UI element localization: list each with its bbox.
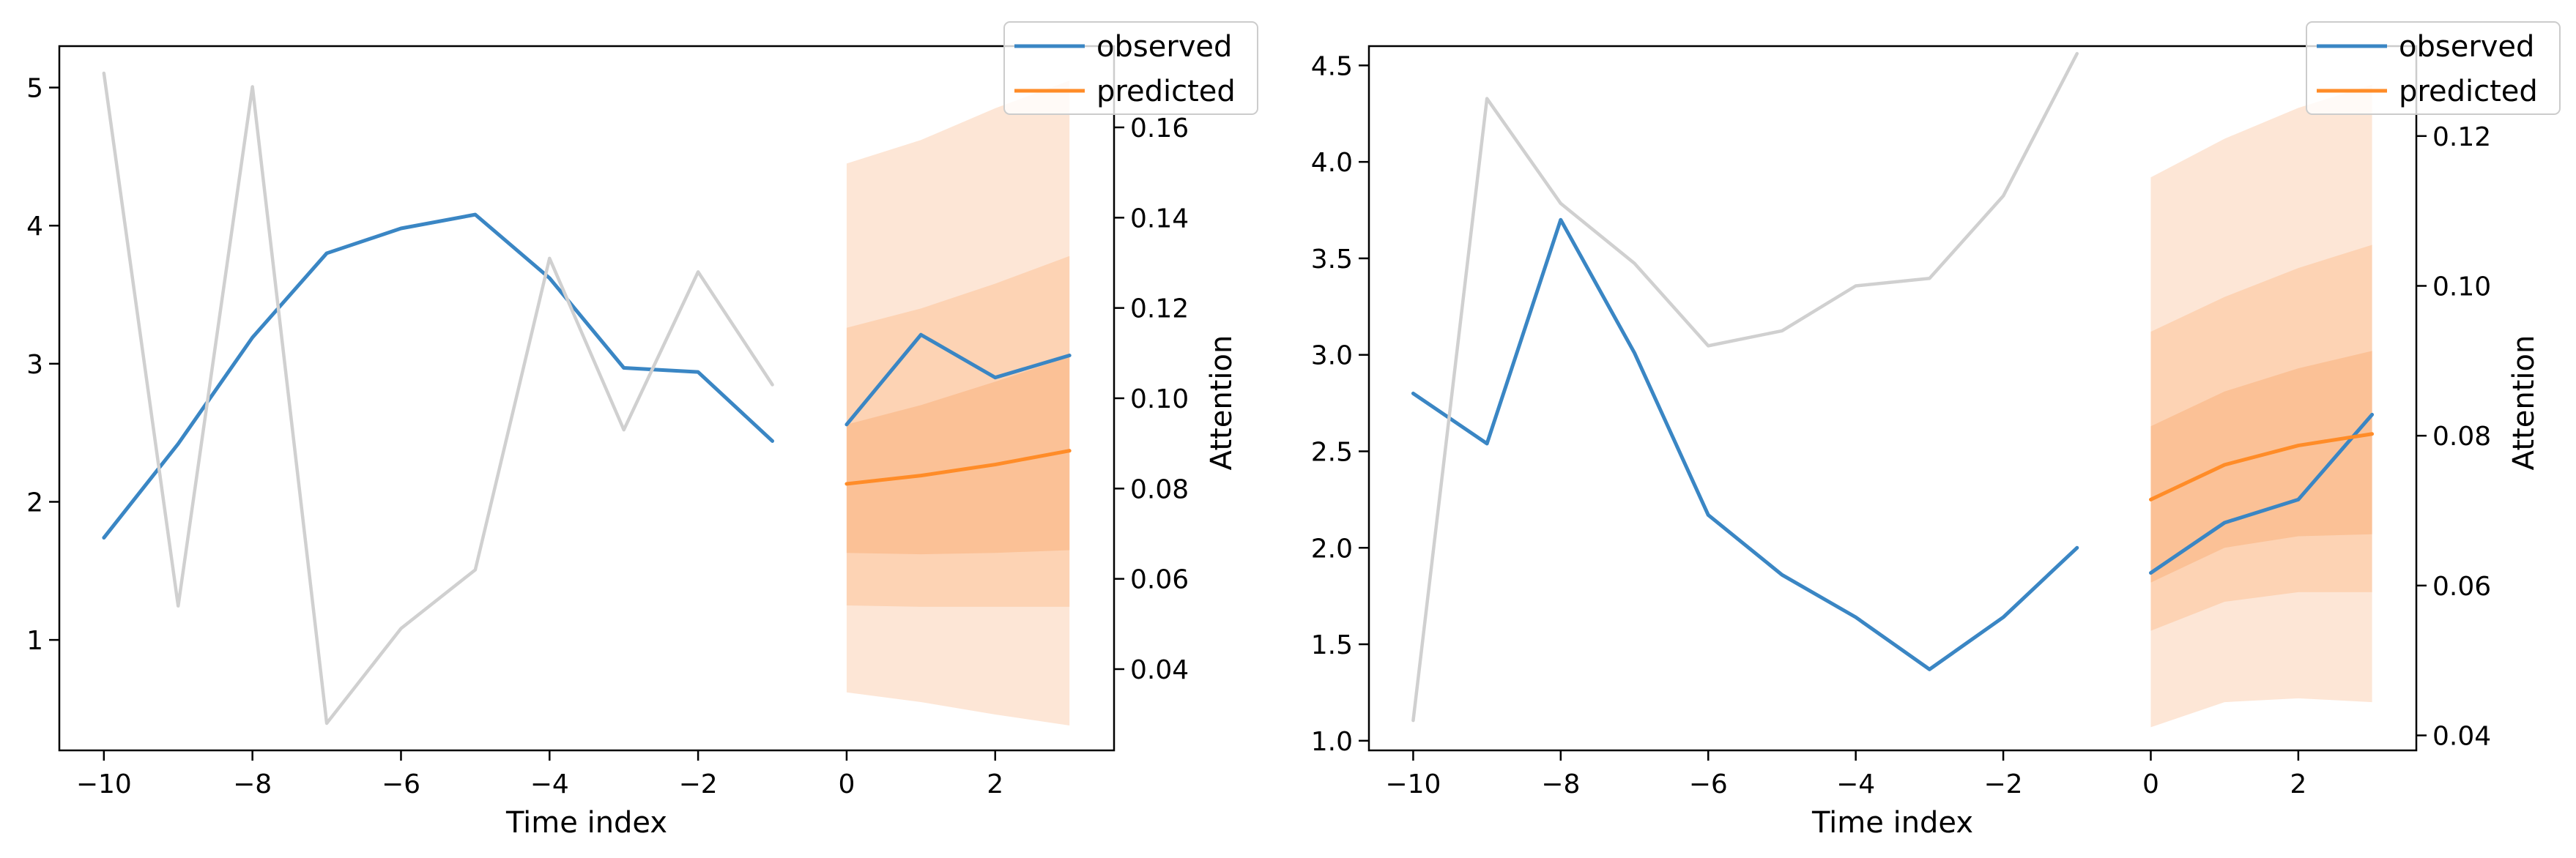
y-right-tick-label: 0.12 xyxy=(2432,122,2491,152)
x-tick-label: −10 xyxy=(76,769,132,799)
right-axis-title: Attention xyxy=(1205,335,1239,471)
x-tick-label: −6 xyxy=(1689,769,1728,799)
y-right-tick-label: 0.14 xyxy=(1130,204,1189,234)
y-right-tick-label: 0.16 xyxy=(1130,113,1189,143)
y-tick-label: 1.5 xyxy=(1311,630,1353,660)
legend-label-observed: observed xyxy=(1096,30,1232,64)
legend: observed predicted xyxy=(1003,21,1258,115)
y-tick-label: 4.5 xyxy=(1311,51,1353,81)
axes-frame xyxy=(1367,45,2418,752)
y-right-tick-label: 0.08 xyxy=(2432,422,2491,452)
y-right-tick-label: 0.06 xyxy=(2432,572,2491,602)
y-tick-label: 1 xyxy=(26,626,43,656)
x-tick-label: 2 xyxy=(2290,769,2306,799)
y-tick-label: 2.0 xyxy=(1311,534,1353,564)
x-tick-label: 0 xyxy=(2142,769,2159,799)
y-tick-label: 4.0 xyxy=(1311,148,1353,178)
legend-label-observed: observed xyxy=(2399,30,2534,64)
y-tick-label: 3.5 xyxy=(1311,245,1353,275)
y-tick-label: 3 xyxy=(26,350,43,380)
x-tick-label: −6 xyxy=(382,769,420,799)
attention-line-3 xyxy=(1411,51,2079,723)
y-tick-label: 3.0 xyxy=(1311,341,1353,371)
y-right-tick-label: 0.12 xyxy=(1130,294,1189,324)
y-right-tick-label: 0.10 xyxy=(1130,384,1189,414)
y-tick-label: 5 xyxy=(26,74,43,104)
y-tick-label: 2 xyxy=(26,488,43,518)
legend: observed predicted xyxy=(2306,21,2561,115)
x-tick-label: 2 xyxy=(987,769,1003,799)
observed-line-1 xyxy=(2148,412,2375,575)
x-tick-label: −2 xyxy=(1984,769,2023,799)
predicted-line-2 xyxy=(2148,432,2375,501)
x-tick-label: −2 xyxy=(679,769,718,799)
y-right-tick-label: 0.04 xyxy=(1130,655,1189,685)
y-right-tick-label: 0.06 xyxy=(1130,565,1189,595)
attention-line-3 xyxy=(102,71,774,725)
x-tick-label: −8 xyxy=(1541,769,1580,799)
uncertainty-band-inner xyxy=(846,357,1070,555)
y-right-tick-label: 0.08 xyxy=(1130,474,1189,504)
y-tick-label: 1.0 xyxy=(1311,727,1353,757)
predicted-line-2 xyxy=(845,449,1072,486)
y-right-tick-label: 0.04 xyxy=(2432,722,2491,752)
observed-line-1 xyxy=(845,332,1072,427)
y-tick-label: 4 xyxy=(26,212,43,242)
y-tick-label: 2.5 xyxy=(1311,437,1353,467)
x-tick-label: −8 xyxy=(233,769,272,799)
legend-label-predicted: predicted xyxy=(1096,75,1236,108)
x-axis-title: Time index xyxy=(1811,806,1973,840)
x-tick-label: −4 xyxy=(1836,769,1875,799)
x-tick-label: −4 xyxy=(530,769,569,799)
observed-line-0 xyxy=(1411,217,2079,671)
observed-line-0 xyxy=(102,212,775,540)
x-tick-label: −10 xyxy=(1385,769,1441,799)
uncertainty-band-inner xyxy=(2150,351,2372,583)
chart-2: −10 −8 −6 −4 −2 0 2 1.0 1.5 2.0 2.5 3.0 3.5 4.0 4.5 0.0… xyxy=(1311,21,2561,840)
legend-label-predicted: predicted xyxy=(2399,75,2538,108)
chart-1: −10 −8 −6 −4 −2 0 2 1 2 3 4 5 0.04 0.06 0.08 0.10 0.12 0.… xyxy=(26,21,1258,840)
x-tick-label: 0 xyxy=(838,769,855,799)
x-axis-title: Time index xyxy=(505,806,667,840)
right-axis-title: Attention xyxy=(2507,335,2541,471)
y-right-tick-label: 0.10 xyxy=(2432,272,2491,302)
